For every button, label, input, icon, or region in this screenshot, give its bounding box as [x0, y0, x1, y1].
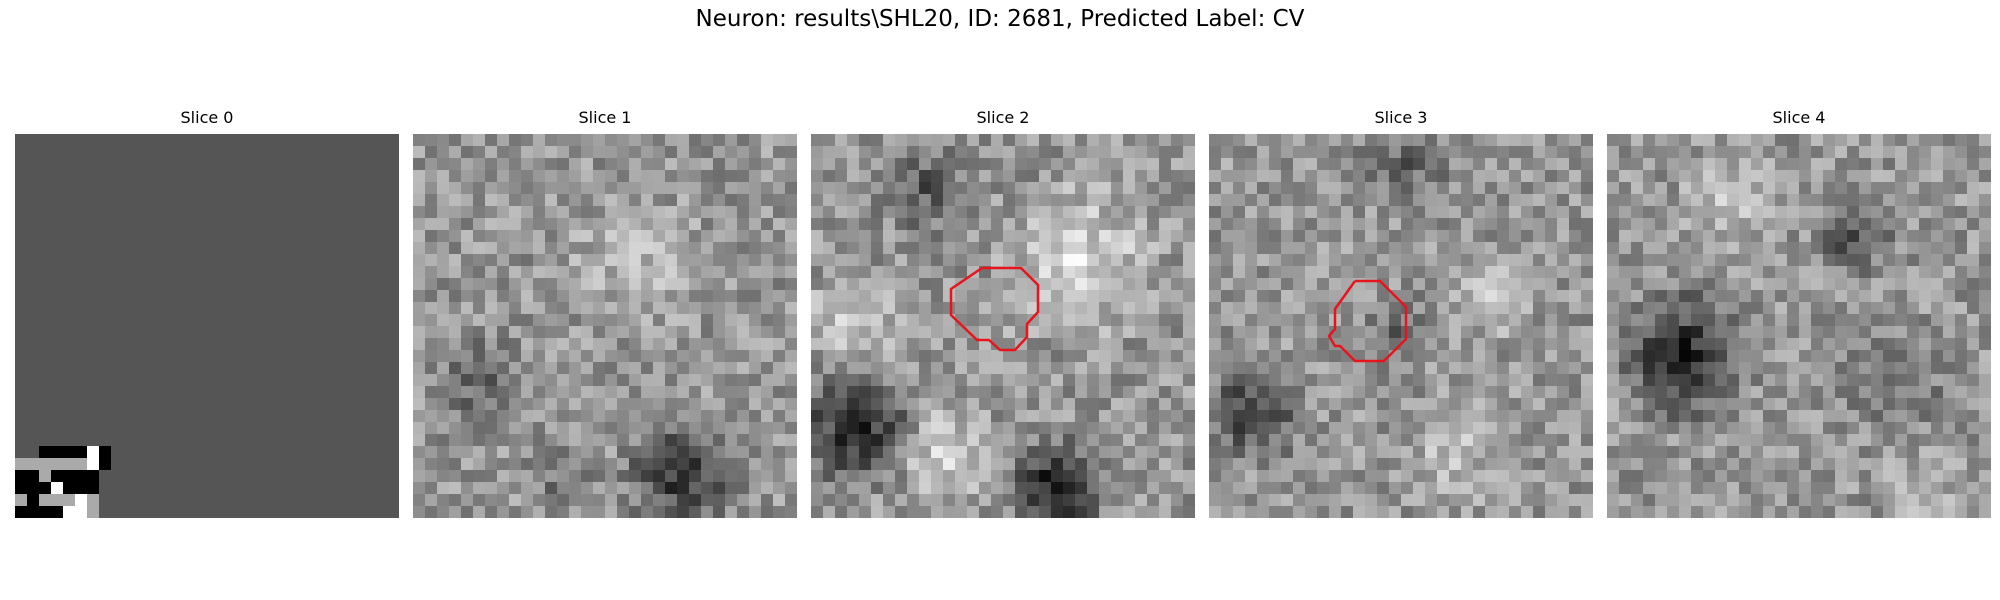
panel-title-slice-1: Slice 1 [413, 108, 797, 127]
figure-title: Neuron: results\SHL20, ID: 2681, Predict… [0, 6, 2000, 32]
slice-2-contour-overlay [811, 134, 1195, 518]
slice-4-pixels [1607, 134, 1991, 518]
slice-image-2 [811, 134, 1195, 518]
slice-image-1 [413, 134, 797, 518]
slice-image-3 [1209, 134, 1593, 518]
slice-image-0 [15, 134, 399, 518]
roi-contour [1329, 281, 1406, 361]
slice-3-contour-overlay [1209, 134, 1593, 518]
panel-title-slice-2: Slice 2 [811, 108, 1195, 127]
panel-title-slice-0: Slice 0 [15, 108, 399, 127]
slice-1-pixels [413, 134, 797, 518]
slice-image-4 [1607, 134, 1991, 518]
slice-0-pixels [15, 134, 399, 518]
panel-title-slice-3: Slice 3 [1209, 108, 1593, 127]
panel-title-slice-4: Slice 4 [1607, 108, 1991, 127]
roi-contour [951, 268, 1038, 350]
